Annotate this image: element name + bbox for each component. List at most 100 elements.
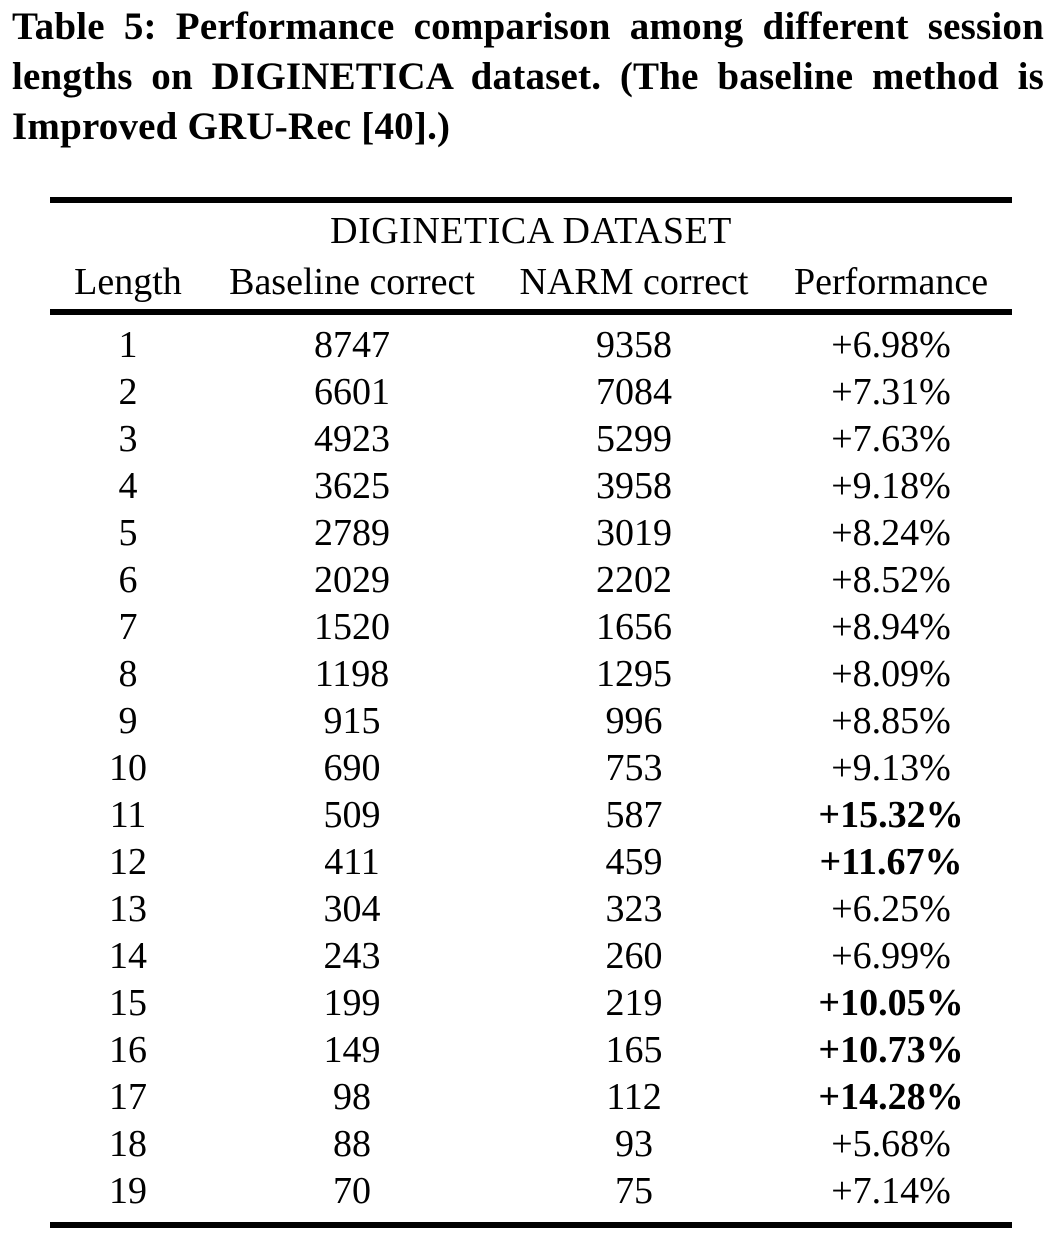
cell-baseline-correct: 6601 [314,371,390,413]
cell-narm-correct: 3019 [596,512,672,554]
cell-narm-correct: 93 [615,1123,653,1165]
cell-baseline-correct: 98 [333,1076,371,1118]
cell-performance: +11.67% [819,841,963,883]
table-row: 2 6601 7084 +7.31% [50,369,1012,416]
table-header-row: Length Baseline correct NARM correct Per… [50,257,1012,309]
cell-performance: +15.32% [818,794,964,836]
table-spacer [50,1215,1012,1222]
cell-length: 5 [118,512,138,554]
column-header-length: Length [74,261,182,303]
table-row: 19 70 75 +7.14% [50,1168,1012,1215]
table-row: 4 3625 3958 +9.18% [50,463,1012,510]
cell-performance: +8.09% [831,653,951,695]
cell-narm-correct: 753 [605,747,663,789]
cell-baseline-correct: 4923 [314,418,390,460]
cell-length: 2 [118,371,138,413]
cell-baseline-correct: 88 [333,1123,371,1165]
cell-baseline-correct: 3625 [314,465,390,507]
cell-length: 15 [109,982,147,1024]
table-row: 14 243 260 +6.99% [50,933,1012,980]
cell-baseline-correct: 915 [323,700,381,742]
cell-narm-correct: 260 [605,935,663,977]
table-row: 8 1198 1295 +8.09% [50,651,1012,698]
caption-line-1: Table 5: Performance comparison among di… [12,5,1044,48]
cell-narm-correct: 323 [605,888,663,930]
table-row: 7 1520 1656 +8.94% [50,604,1012,651]
cell-narm-correct: 7084 [596,371,672,413]
table-row: 6 2029 2202 +8.52% [50,557,1012,604]
cell-performance: +10.05% [818,982,964,1024]
table-row: 18 88 93 +5.68% [50,1121,1012,1168]
cell-length: 16 [109,1029,147,1071]
column-header-baseline-correct: Baseline correct [229,261,475,303]
cell-performance: +6.98% [831,324,951,366]
cell-performance: +8.52% [831,559,951,601]
cell-baseline-correct: 690 [323,747,381,789]
cell-narm-correct: 996 [605,700,663,742]
column-header-narm-correct: NARM correct [519,261,749,303]
cell-narm-correct: 1656 [596,606,672,648]
cell-performance: +8.94% [831,606,951,648]
table-body: 1 8747 9358 +6.98% 2 6601 7084 +7.31% 3 … [50,322,1012,1215]
cell-length: 10 [109,747,147,789]
table-row: 11 509 587 +15.32% [50,792,1012,839]
table-row: 10 690 753 +9.13% [50,745,1012,792]
cell-narm-correct: 75 [615,1170,653,1212]
cell-baseline-correct: 149 [323,1029,381,1071]
cell-performance: +7.31% [831,371,951,413]
caption-line-2: lengths on DIGINETICA dataset. (The base… [12,55,1044,98]
cell-length: 14 [109,935,147,977]
table-row: 17 98 112 +14.28% [50,1074,1012,1121]
table-row: 9 915 996 +8.85% [50,698,1012,745]
cell-length: 13 [109,888,147,930]
cell-performance: +7.14% [831,1170,951,1212]
cell-baseline-correct: 243 [323,935,381,977]
table-row: 1 8747 9358 +6.98% [50,322,1012,369]
cell-narm-correct: 165 [605,1029,663,1071]
table-row: 16 149 165 +10.73% [50,1027,1012,1074]
cell-performance: +9.18% [831,465,951,507]
cell-baseline-correct: 411 [324,841,380,883]
cell-performance: +7.63% [831,418,951,460]
table-row: 13 304 323 +6.25% [50,886,1012,933]
results-table: DIGINETICA DATASET Length Baseline corre… [50,197,1012,1228]
cell-performance: +6.99% [831,935,951,977]
cell-performance: +10.73% [818,1029,964,1071]
cell-narm-correct: 112 [606,1076,662,1118]
cell-performance: +8.24% [831,512,951,554]
cell-narm-correct: 1295 [596,653,672,695]
cell-length: 19 [109,1170,147,1212]
cell-length: 6 [118,559,138,601]
cell-baseline-correct: 2789 [314,512,390,554]
cell-narm-correct: 9358 [596,324,672,366]
table-spacer [50,315,1012,322]
cell-narm-correct: 3958 [596,465,672,507]
cell-baseline-correct: 199 [323,982,381,1024]
cell-baseline-correct: 1198 [314,653,390,695]
table-row: 12 411 459 +11.67% [50,839,1012,886]
table-bottom-rule [50,1222,1012,1228]
cell-baseline-correct: 2029 [314,559,390,601]
cell-length: 3 [118,418,138,460]
cell-length: 18 [109,1123,147,1165]
cell-performance: +6.25% [831,888,951,930]
table-row: 15 199 219 +10.05% [50,980,1012,1027]
cell-performance: +8.85% [831,700,951,742]
cell-length: 12 [109,841,147,883]
cell-baseline-correct: 70 [333,1170,371,1212]
table-top-rule [50,197,1012,203]
cell-performance: +9.13% [831,747,951,789]
cell-length: 9 [118,700,138,742]
cell-length: 1 [118,324,138,366]
table-row: 3 4923 5299 +7.63% [50,416,1012,463]
cell-baseline-correct: 1520 [314,606,390,648]
cell-length: 17 [109,1076,147,1118]
cell-length: 4 [118,465,138,507]
cell-performance: +14.28% [818,1076,964,1118]
cell-performance: +5.68% [831,1123,951,1165]
caption-line-3: Improved GRU-Rec [40].) [12,105,451,148]
table-mid-rule [50,309,1012,315]
cell-baseline-correct: 509 [323,794,381,836]
cell-narm-correct: 2202 [596,559,672,601]
cell-length: 8 [118,653,138,695]
